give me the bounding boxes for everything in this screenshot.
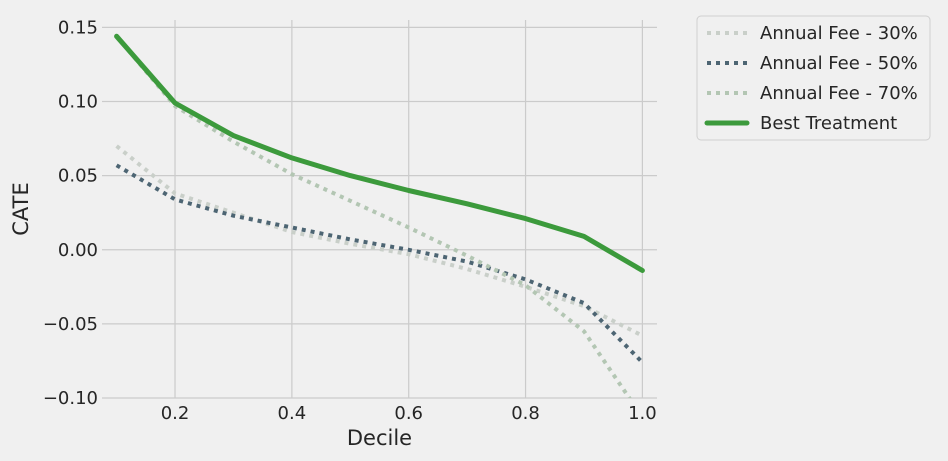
series-layer — [114, 33, 645, 398]
y-axis-ticks: −0.10 −0.05 0.00 0.05 0.10 0.15 — [43, 17, 98, 409]
grid — [102, 20, 657, 399]
x-axis-ticks: 0.2 0.4 0.6 0.8 1.0 — [161, 403, 657, 424]
y-axis-title: CATE — [9, 182, 33, 236]
y-tick-label: 0.00 — [58, 240, 98, 261]
x-tick-label: 1.0 — [628, 403, 657, 424]
series-line-3 — [114, 33, 645, 273]
legend-box — [696, 15, 931, 141]
x-tick-label: 0.6 — [394, 403, 423, 424]
y-tick-label: 0.10 — [58, 92, 98, 113]
series-line-2 — [115, 35, 632, 398]
x-axis-title: Decile — [347, 426, 412, 450]
y-tick-label: 0.05 — [58, 166, 98, 187]
series-line-0 — [115, 144, 644, 338]
y-tick-label: −0.05 — [43, 314, 98, 335]
series-line-1 — [115, 163, 644, 364]
y-tick-label: −0.10 — [43, 388, 98, 409]
x-tick-label: 0.2 — [161, 403, 190, 424]
x-tick-label: 0.4 — [278, 403, 307, 424]
legend: Annual Fee - 30% Annual Fee - 50% Annual F… — [696, 15, 931, 141]
legend-label: Annual Fee - 50% — [760, 53, 918, 74]
legend-label: Annual Fee - 30% — [760, 23, 918, 44]
legend-label: Best Treatment — [760, 113, 897, 134]
legend-label: Annual Fee - 70% — [760, 83, 918, 104]
x-tick-label: 0.8 — [511, 403, 540, 424]
y-tick-label: 0.15 — [58, 17, 98, 38]
